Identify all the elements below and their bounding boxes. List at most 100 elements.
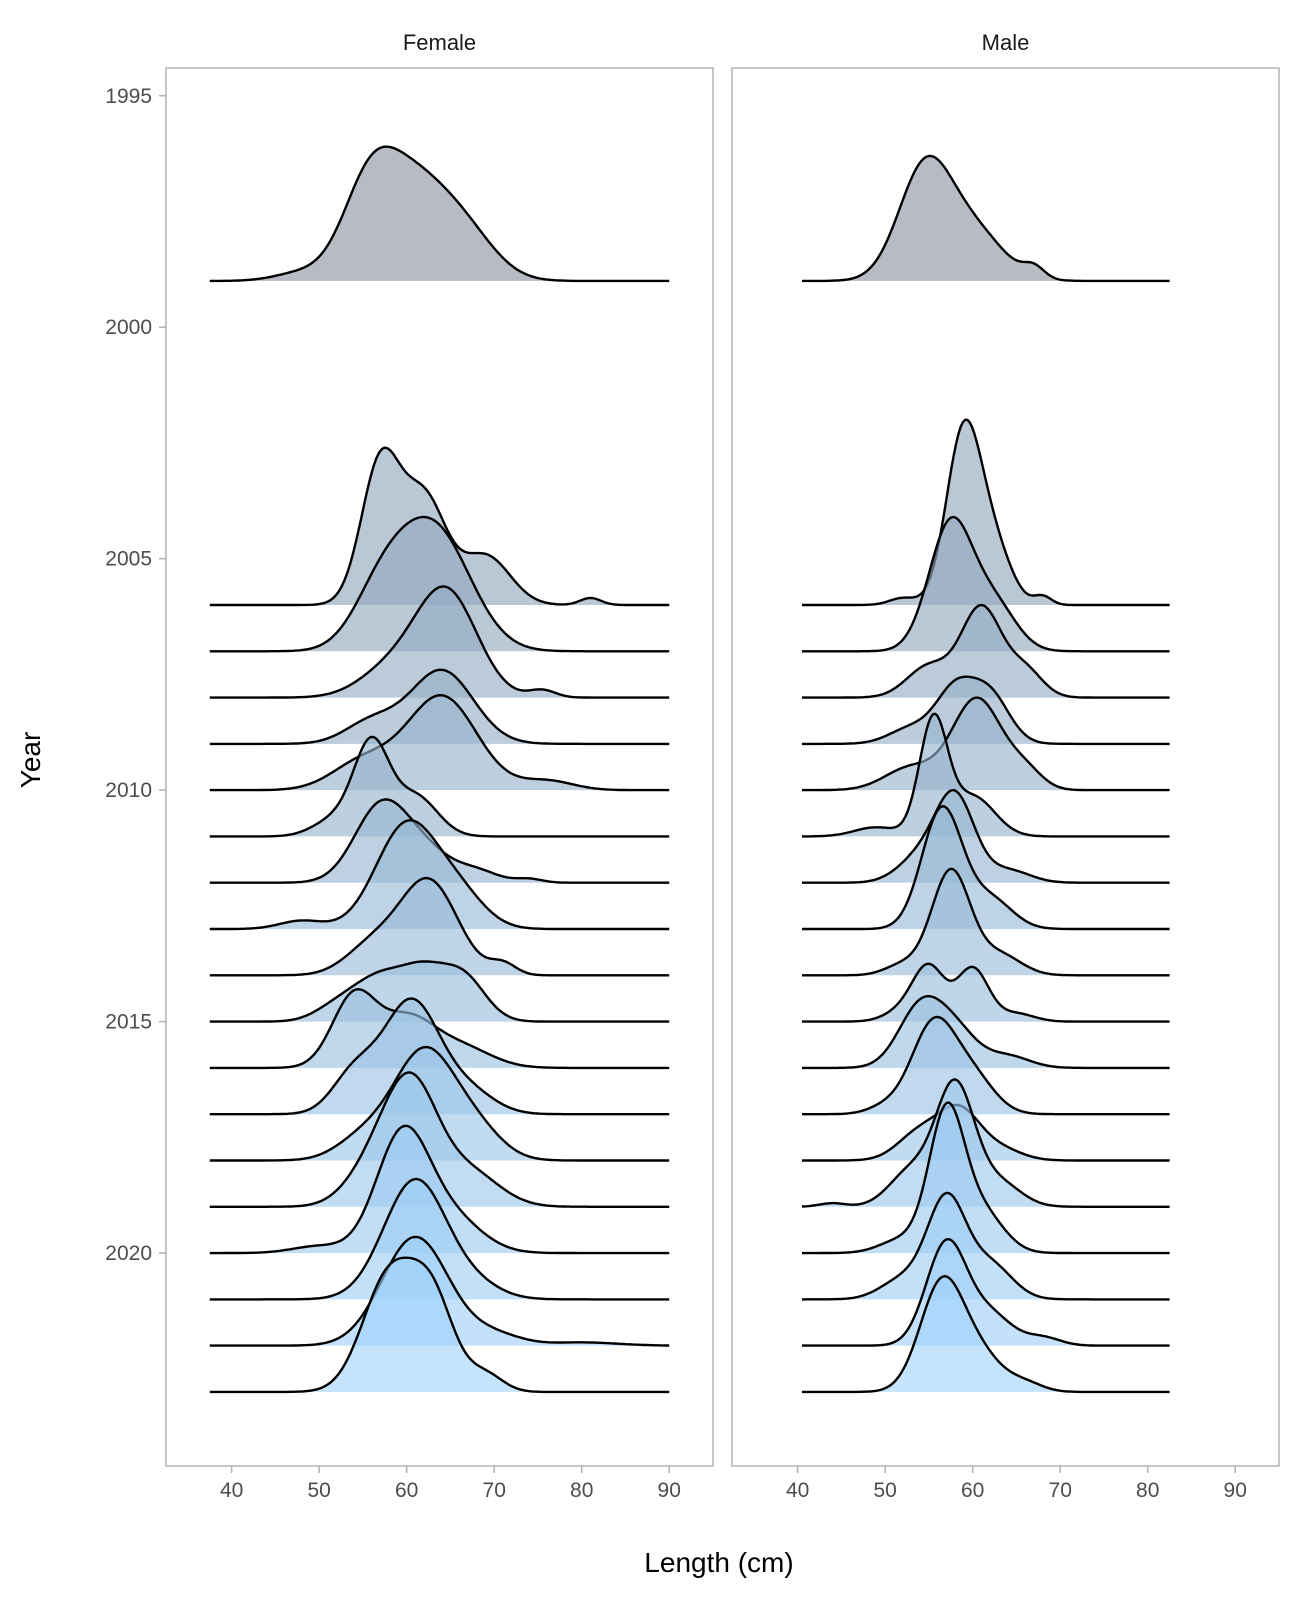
ridge-2017: [802, 1015, 1170, 1116]
ridge-fill: [802, 806, 1170, 929]
ridge-2006: [802, 418, 1170, 607]
ridge-fill: [802, 868, 1170, 976]
ridge-fill: [209, 146, 670, 281]
ridges: [209, 145, 670, 1394]
ridge-line: [209, 585, 670, 699]
ridges: [801, 154, 1170, 1394]
ridge-line: [209, 988, 670, 1070]
x-tick-label: 90: [1224, 1479, 1247, 1502]
ridge-2010: [802, 696, 1170, 792]
y-axis-title: Year: [15, 732, 46, 789]
ridge-2013: [209, 819, 670, 931]
ridge-2008: [802, 603, 1170, 699]
x-tick-label: 90: [658, 1479, 681, 1502]
ridge-line: [209, 997, 670, 1116]
ridge-2023: [209, 1256, 670, 1394]
x-axis: 40 50 60 70 80 90: [220, 1466, 681, 1502]
y-axis: 1995 2000 2005 2010 2015 2020: [105, 85, 166, 1265]
ridge-line: [802, 154, 1170, 283]
ridge-2020: [209, 1124, 670, 1255]
ridge-line: [209, 1124, 670, 1255]
ridge-line: [209, 1177, 670, 1301]
ridge-2019: [801, 1078, 1170, 1208]
ridge-line: [209, 515, 670, 653]
ridge-fill: [209, 961, 670, 1022]
ridge-fill: [209, 1179, 670, 1300]
x-tick-label: 80: [1136, 1479, 1159, 1502]
ridge-fill: [802, 790, 1170, 883]
ridge-line: [209, 960, 670, 1023]
ridge-line: [802, 1101, 1170, 1255]
ridge-fill: [802, 963, 1170, 1022]
ridge-2011: [802, 712, 1170, 838]
ridge-fill: [802, 517, 1170, 652]
ridge-line: [802, 418, 1170, 607]
ridge-line: [802, 867, 1170, 977]
ridge-line: [802, 1191, 1170, 1301]
ridge-1999: [209, 145, 670, 283]
y-tick-label: 2020: [105, 1242, 152, 1265]
ridge-fill: [802, 1017, 1170, 1115]
x-tick-label: 50: [873, 1479, 896, 1502]
ridge-fill: [209, 695, 670, 791]
ridge-2016: [209, 988, 670, 1070]
ridge-2015: [802, 962, 1170, 1023]
ridge-line: [802, 962, 1170, 1023]
ridge-2007: [209, 515, 670, 653]
x-tick-label: 60: [961, 1479, 984, 1502]
ridge-fill: [802, 419, 1170, 605]
ridge-line: [802, 675, 1170, 746]
ridge-line: [209, 668, 670, 746]
x-tick-label: 40: [786, 1479, 809, 1502]
ridge-fill: [802, 1276, 1170, 1392]
ridge-fill: [802, 1102, 1170, 1254]
ridge-fill: [802, 1192, 1170, 1300]
ridge-fill: [802, 605, 1170, 698]
ridge-2013: [802, 805, 1170, 931]
ridge-2020: [802, 1101, 1170, 1255]
ridge-2014: [209, 876, 670, 977]
panel-border: [165, 67, 714, 1467]
ridge-fill: [802, 1239, 1170, 1346]
ridge-2011: [209, 735, 670, 838]
ridge-fill: [209, 878, 670, 976]
ridge-fill: [209, 1072, 670, 1207]
ridge-fill: [209, 1047, 670, 1161]
ridge-2021: [209, 1177, 670, 1301]
ridge-line: [802, 1015, 1170, 1116]
ridge-line: [209, 735, 670, 838]
ridge-2014: [802, 867, 1170, 977]
ridge-line: [209, 1235, 670, 1347]
ridge-fill: [209, 820, 670, 929]
ridge-line: [802, 603, 1170, 699]
panel-strip-label: Female: [403, 30, 476, 55]
ridge-line: [802, 515, 1170, 653]
x-tick-label: 40: [220, 1479, 243, 1502]
x-tick-label: 60: [395, 1479, 418, 1502]
ridge-line: [802, 1238, 1170, 1347]
ridge-line: [802, 994, 1170, 1070]
ridge-line: [209, 1256, 670, 1394]
panel-female: Female 40 50 60 70 80 90: [165, 30, 714, 1502]
ridge-2010: [209, 694, 670, 792]
ridge-line: [802, 696, 1170, 792]
ridge-line: [802, 788, 1170, 884]
ridge-line: [801, 1078, 1170, 1208]
ridge-line: [209, 1071, 670, 1208]
ridge-2012: [802, 788, 1170, 884]
x-tick-label: 70: [483, 1479, 506, 1502]
ridge-1999: [802, 154, 1170, 283]
y-tick-label: 2005: [105, 548, 152, 571]
ridge-line: [209, 819, 670, 931]
ridge-fill: [209, 989, 670, 1068]
x-tick-label: 80: [570, 1479, 593, 1502]
ridge-fill: [802, 1079, 1170, 1207]
panel-border: [731, 67, 1280, 1467]
ridge-fill: [802, 697, 1170, 791]
x-tick-label: 50: [307, 1479, 330, 1502]
ridge-fill: [209, 586, 670, 698]
ridge-fill: [802, 156, 1170, 281]
ridge-2015: [209, 960, 670, 1023]
ridge-fill: [802, 713, 1170, 837]
